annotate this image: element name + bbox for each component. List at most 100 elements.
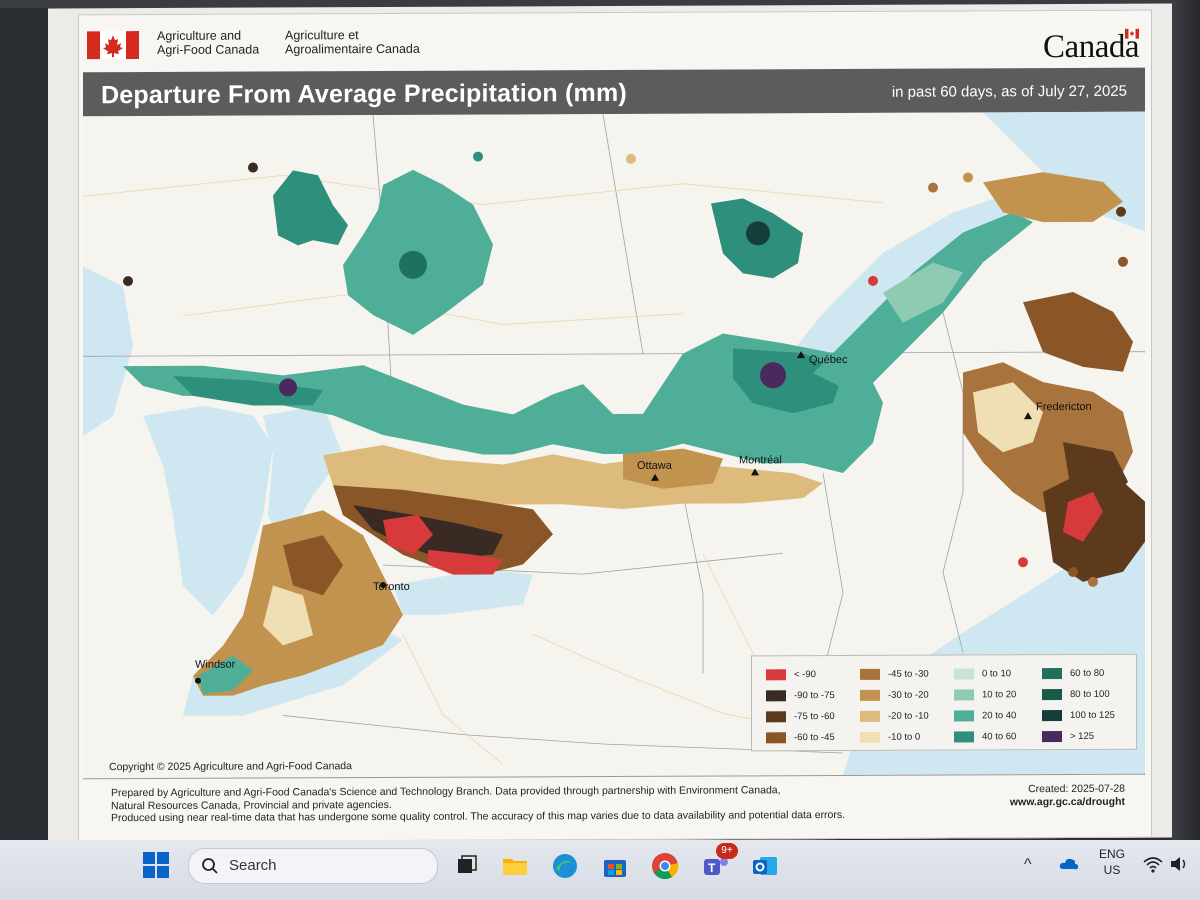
map-legend: < -90 -90 to -75 -75 to -60 -60 to -45 -…: [751, 653, 1138, 752]
legend-item: -30 to -20: [860, 684, 956, 705]
microsoft-store-icon[interactable]: [600, 851, 630, 881]
teams-notification-badge: 9+: [716, 843, 738, 859]
green-band-dark-east: [733, 348, 843, 414]
legend-swatch: [766, 711, 786, 723]
legend-swatch: [766, 690, 786, 702]
legend-swatch: [954, 731, 974, 743]
windows-start-icon[interactable]: [142, 851, 170, 879]
windsor-marker: [195, 677, 201, 684]
legend-swatch: [766, 732, 786, 744]
title-bar: Departure From Average Precipitation (mm…: [83, 67, 1145, 117]
gaspe-north: [983, 172, 1123, 223]
legend-column-2: -45 to -30 -30 to -20 -20 to -10 -10 to …: [860, 663, 956, 747]
edge-browser-icon[interactable]: [550, 851, 580, 881]
legend-item: -10 to 0: [860, 726, 956, 747]
language-indicator[interactable]: ENG US: [1098, 847, 1125, 877]
atlantic-ocean: [843, 111, 1145, 775]
legend-item: 80 to 100: [1042, 684, 1138, 705]
southwest-ontario-dark: [283, 535, 343, 596]
page-subtitle: in past 60 days, as of July 27, 2025: [891, 82, 1127, 101]
outlook-icon[interactable]: [750, 851, 780, 881]
green-band: [123, 333, 883, 473]
precipitation-map: Québec Fredericton Ottawa Montréal Toron…: [83, 111, 1145, 779]
wifi-icon[interactable]: [1142, 854, 1164, 874]
extreme-dry-zone-2: [428, 549, 503, 575]
city-label-fredericton: Fredericton: [1036, 401, 1092, 413]
file-explorer-icon[interactable]: [500, 851, 530, 881]
high-precip-quebec: [760, 362, 786, 389]
legend-swatch: [860, 731, 880, 743]
south-shore-light: [883, 262, 963, 323]
nova-scotia-red: [1063, 491, 1103, 542]
legend-item: > 125: [1042, 726, 1138, 747]
legend-item: -60 to -45: [766, 727, 862, 748]
toronto-marker: [380, 581, 386, 588]
fredericton-marker: [1024, 412, 1032, 420]
show-hidden-icons-chevron-icon[interactable]: ^: [1024, 856, 1032, 873]
tan-band-montreal: [623, 448, 723, 489]
legend-swatch: [860, 710, 880, 722]
legend-item: -90 to -75: [766, 685, 862, 706]
windsor-green: [198, 655, 253, 694]
legend-swatch: [1042, 710, 1062, 722]
legend-item: -45 to -30: [860, 663, 956, 684]
legend-column-4: 60 to 80 80 to 100 100 to 125 > 125: [1042, 663, 1138, 747]
legend-item: < -90: [766, 664, 862, 685]
ottawa-marker: [651, 473, 659, 481]
city-label-quebec: Québec: [809, 354, 848, 366]
legend-swatch: [1042, 731, 1062, 743]
high-precip-west: [279, 378, 297, 397]
montreal-marker: [751, 468, 759, 476]
tan-band: [323, 444, 823, 509]
drought-site-link[interactable]: www.agr.gc.ca/drought: [1009, 795, 1125, 809]
onedrive-cloud-icon[interactable]: [1058, 854, 1080, 874]
legend-item: -75 to -60: [766, 706, 862, 727]
green-band-dark-west: [173, 375, 323, 406]
taskbar-search-input[interactable]: Search: [188, 848, 438, 884]
volume-icon[interactable]: [1168, 854, 1190, 874]
department-name-english: Agriculture and Agri-Food Canada: [157, 28, 260, 57]
search-placeholder: Search: [229, 857, 277, 874]
legend-swatch: [1042, 689, 1062, 701]
task-view-icon[interactable]: [452, 851, 482, 881]
browser-screen: Agriculture and Agri-Food Canada Agricul…: [48, 3, 1172, 843]
north-patch-3-core: [746, 221, 770, 246]
southwest-ontario-light: [263, 585, 313, 646]
legend-item: 20 to 40: [954, 705, 1050, 726]
city-markers: [195, 351, 1032, 684]
lake-ontario: [393, 569, 533, 615]
legend-swatch: [860, 668, 880, 680]
new-brunswick-light: [973, 382, 1043, 453]
city-label-windsor: Windsor: [195, 659, 236, 671]
legend-swatch: [954, 689, 974, 701]
st-lawrence-river: [783, 192, 1043, 374]
teams-icon[interactable]: T: [700, 851, 730, 881]
lake-superior: [83, 266, 133, 437]
city-label-toronto: Toronto: [373, 581, 410, 593]
search-icon: [202, 858, 218, 874]
station-dots: [123, 151, 1128, 587]
city-label-ottawa: Ottawa: [637, 460, 673, 472]
footer: Prepared by Agriculture and Agri-Food Ca…: [83, 773, 1145, 840]
chrome-browser-icon[interactable]: [650, 851, 680, 881]
legend-item: 10 to 20: [954, 684, 1050, 705]
quebec-marker: [797, 351, 805, 359]
canada-flag-icon: [87, 31, 139, 60]
legend-swatch: [860, 689, 880, 701]
monitor-bezel-top: [0, 0, 1200, 8]
lake-huron: [263, 405, 343, 546]
legend-swatch: [954, 668, 974, 680]
legend-swatch: [1042, 668, 1062, 680]
city-label-montreal: Montréal: [739, 454, 782, 466]
extreme-dry-zone-1: [383, 514, 433, 555]
legend-item: 60 to 80: [1042, 663, 1138, 684]
lake-michigan: [143, 405, 273, 616]
svg-text:T: T: [708, 861, 716, 875]
map-sheet: Agriculture and Agri-Food Canada Agricul…: [78, 9, 1152, 843]
legend-item: 40 to 60: [954, 726, 1050, 747]
legend-item: -20 to -10: [860, 705, 956, 726]
department-name-french: Agriculture et Agroalimentaire Canada: [285, 28, 420, 57]
copyright-text: Copyright © 2025 Agriculture and Agri-Fo…: [109, 760, 352, 774]
gaspe-brown: [1023, 291, 1133, 372]
created-date: Created: 2025-07-28: [1028, 782, 1125, 796]
